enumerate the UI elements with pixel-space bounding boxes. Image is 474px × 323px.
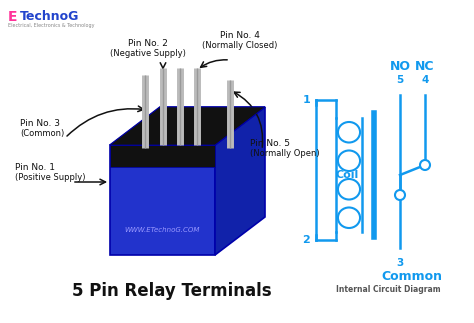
Text: 5 Pin Relay Terminals: 5 Pin Relay Terminals [72,282,272,300]
Polygon shape [110,145,215,167]
Text: (Normally Closed): (Normally Closed) [202,41,278,50]
Text: Internal Circuit Diagram: Internal Circuit Diagram [336,285,440,294]
Text: NC: NC [415,60,435,73]
Text: Electrical, Electronics & Technology: Electrical, Electronics & Technology [8,23,94,28]
Polygon shape [110,107,265,145]
Circle shape [420,160,430,170]
Text: (Common): (Common) [20,129,64,138]
Text: 4: 4 [421,75,428,85]
Text: Coil: Coil [336,170,359,180]
Text: 1: 1 [302,95,310,105]
Text: E: E [8,10,18,24]
Text: 3: 3 [396,258,404,268]
Text: (Negative Supply): (Negative Supply) [110,49,186,58]
Text: Pin No. 4: Pin No. 4 [220,31,260,40]
Text: WWW.ETechnoG.COM: WWW.ETechnoG.COM [124,227,200,233]
Text: Pin No. 5: Pin No. 5 [250,139,290,148]
Text: Pin No. 1: Pin No. 1 [15,163,55,172]
Circle shape [395,190,405,200]
Text: NO: NO [390,60,410,73]
Text: (Normally Open): (Normally Open) [250,149,319,158]
Text: Pin No. 3: Pin No. 3 [20,119,60,128]
Text: Common: Common [382,270,443,283]
Text: Pin No. 2: Pin No. 2 [128,39,168,48]
Polygon shape [110,107,265,145]
Text: (Positive Supply): (Positive Supply) [15,173,85,182]
Text: 2: 2 [302,235,310,245]
Polygon shape [215,107,265,255]
Text: TechnoG: TechnoG [20,10,79,23]
Polygon shape [110,145,215,255]
Text: 5: 5 [396,75,404,85]
